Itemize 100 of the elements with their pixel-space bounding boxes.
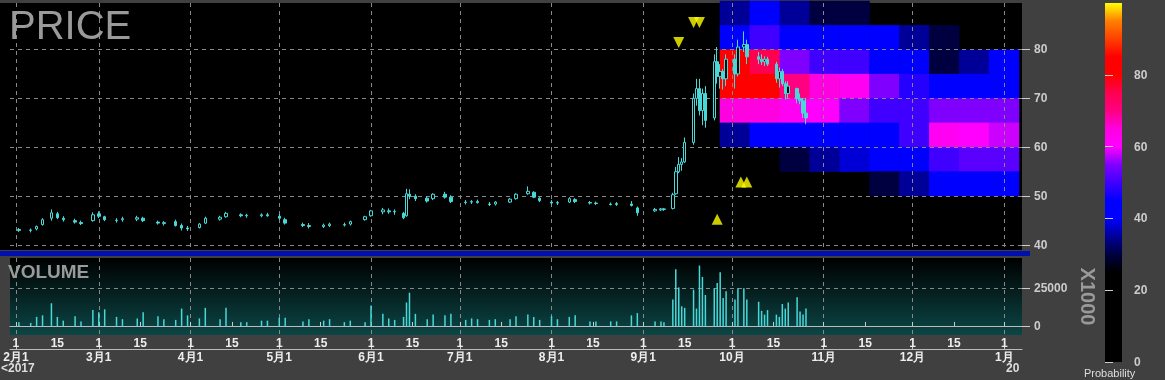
candlestick <box>704 85 707 129</box>
x-tick-label: 1 <box>275 336 283 350</box>
candlestick <box>218 215 222 222</box>
color-bar-label: 20 <box>1134 283 1148 298</box>
candlestick <box>609 202 612 206</box>
candlestick <box>62 215 65 223</box>
candlestick <box>322 223 325 229</box>
candlestick <box>724 53 728 87</box>
candlestick <box>79 220 83 226</box>
x-tick-label: 1 <box>12 336 20 350</box>
candlestick <box>443 191 447 200</box>
candlestick <box>532 190 536 199</box>
candlestick <box>766 56 769 67</box>
candlestick <box>550 199 553 206</box>
candlestick <box>141 216 145 223</box>
x2-tick-label: 10月 <box>719 350 745 364</box>
candlestick <box>387 207 391 215</box>
candlestick <box>162 220 166 227</box>
candlestick <box>538 196 541 203</box>
x2-tick-label: 12月 <box>899 350 926 364</box>
color-bar-label: 40 <box>1134 211 1148 226</box>
candlestick <box>464 199 467 206</box>
candlestick <box>56 211 59 220</box>
color-bar-label: 80 <box>1134 67 1148 82</box>
candlestick <box>381 207 385 215</box>
candlestick <box>659 207 663 212</box>
point <box>711 213 723 225</box>
candlestick <box>115 217 118 224</box>
y-tick-label: 0 <box>1034 318 1041 333</box>
candlestick <box>73 218 77 225</box>
candlestick <box>795 87 799 104</box>
candlestick <box>278 213 281 221</box>
candlestick <box>343 222 346 228</box>
color-bar-label: 0 <box>1134 355 1141 369</box>
x-tick-label: 15 <box>766 336 781 350</box>
x-tick-label: 15 <box>858 336 873 350</box>
candlestick <box>556 200 559 206</box>
y-tick-label: 40 <box>1034 238 1048 253</box>
point <box>673 37 685 49</box>
x-tick-label: 1 <box>909 336 917 350</box>
x-tick-label: 1 <box>95 336 103 350</box>
candlestick <box>121 216 124 223</box>
candlestick <box>156 220 160 226</box>
candlestick <box>363 215 367 222</box>
x-tick-label: 15 <box>586 336 600 350</box>
candlestick <box>449 194 453 204</box>
candlestick <box>204 216 207 225</box>
x-tick-label: 1 <box>456 336 464 350</box>
candlestick <box>494 200 497 206</box>
candlestick <box>514 192 518 201</box>
candlestick <box>180 223 183 231</box>
candlestick <box>508 197 512 204</box>
candlestick <box>174 219 177 228</box>
candlestick <box>328 222 331 228</box>
x-tick-label: 1 <box>1000 336 1008 350</box>
x-tick-label: 15 <box>225 336 239 350</box>
x-tick-label: 15 <box>50 336 65 350</box>
candlestick <box>476 199 479 205</box>
candlestick <box>301 222 305 228</box>
candlestick <box>245 213 248 219</box>
candlestick <box>393 208 396 216</box>
candlestick <box>615 201 618 207</box>
candlestick <box>763 55 766 67</box>
y-axis-title: X1000 <box>1077 267 1100 326</box>
candlestick <box>588 200 592 206</box>
x-tick-label: 1 <box>820 336 828 350</box>
y-tick-label: 80 <box>1034 42 1048 57</box>
point <box>741 176 753 188</box>
x2-tick-label: 5月1 <box>266 350 293 364</box>
x-tick-label: 1 <box>548 336 556 350</box>
candlestick <box>760 53 763 66</box>
chart-title: VOLUME <box>8 261 90 282</box>
candlestick <box>630 200 633 207</box>
x2-tick-label: 4月1 <box>177 350 204 364</box>
candlestick <box>50 208 53 222</box>
x-tick-label: 1 <box>367 336 375 350</box>
color-bar-label: 60 <box>1134 139 1148 154</box>
x-tick-label: 1 <box>728 336 736 350</box>
candlestick <box>266 212 269 218</box>
candlestick <box>653 207 657 213</box>
x2-tick-label: 2月1 <box>3 350 29 364</box>
y-tick-label: 60 <box>1034 140 1048 155</box>
x2-tick-label: 3月1 <box>86 350 112 364</box>
candlestick <box>425 195 429 204</box>
candlestick <box>573 197 577 204</box>
x-tick-label: 15 <box>133 336 148 350</box>
x-tick-label: 1 <box>187 336 195 350</box>
text: 20 <box>1006 361 1020 375</box>
candlestick <box>186 225 189 232</box>
candlestick <box>488 201 491 207</box>
candlestick <box>636 205 639 217</box>
point <box>693 17 705 29</box>
candlestick <box>757 51 760 65</box>
candlestick <box>431 192 435 201</box>
candlestick <box>568 196 571 204</box>
x-tick-label: 15 <box>314 336 328 350</box>
candlestick <box>135 215 139 222</box>
candlestick <box>17 227 21 233</box>
candlestick <box>239 212 243 218</box>
candlestick <box>804 97 808 125</box>
